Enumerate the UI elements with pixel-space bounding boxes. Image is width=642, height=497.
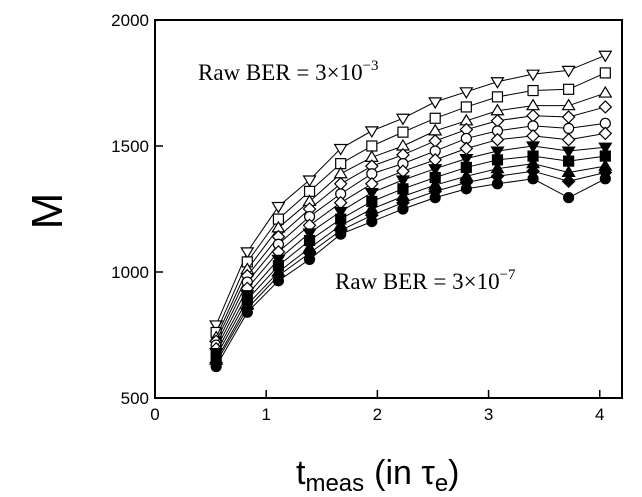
data-point [364,176,379,191]
y-axis-label: M [23,193,72,230]
x-axis-label-main: t [296,454,306,492]
x-axis-label-rest-sub: e [435,470,448,497]
data-point [526,129,540,143]
data-point [526,108,540,123]
data-point [525,141,541,154]
data-point [335,228,347,240]
series-3 [209,85,613,343]
data-point [525,98,541,111]
data-point [563,83,575,95]
x-tick-label: 1 [261,405,270,424]
data-point [364,126,379,139]
data-point [397,126,409,138]
data-point [525,69,541,82]
data-point [333,176,348,191]
data-point [428,97,443,110]
data-point [272,275,285,287]
axis-ticks [154,19,601,399]
y-tick-label: 1000 [111,263,149,282]
annotation-low-ber: Raw BER = 3×10−7 [335,267,516,294]
data-point [490,113,505,128]
x-axis-label-sub: meas [305,470,364,497]
data-point [429,192,441,204]
data-point [598,126,613,141]
data-point [561,110,576,124]
data-point [333,143,348,156]
x-axis-label-rest: (in τ [374,454,435,492]
tick-labels: 0 1 2 3 4 500 1000 1500 2000 [111,11,604,424]
data-point [459,141,474,156]
y-tick-label: 500 [121,389,149,408]
data-point [599,173,611,185]
data-point [598,142,613,155]
data-point [561,65,576,78]
data-point [366,216,378,228]
data-point [563,122,575,134]
data-point [333,206,348,219]
data-point [429,112,441,124]
x-tick-label: 2 [373,405,382,424]
data-point [490,146,505,159]
series-10 [209,164,613,370]
series-layer [209,50,613,373]
data-point [490,132,505,147]
x-axis-label: tmeas (in τe) [296,454,460,497]
x-tick-label: 3 [484,405,493,424]
data-point [561,98,576,111]
data-point [459,154,474,166]
data-point [598,85,613,98]
data-point [459,87,474,99]
series-5 [210,117,611,351]
data-point [598,50,613,63]
series-6 [209,126,613,356]
data-point [271,201,286,214]
data-point [527,173,539,185]
data-point [561,146,576,159]
data-point [240,247,255,260]
data-point [302,175,317,188]
series-1 [209,50,613,333]
y-tick-label: 1500 [111,137,149,156]
data-point [428,164,443,176]
data-point [491,91,504,103]
data-point [490,77,505,89]
data-point [303,253,316,265]
data-point [210,360,222,373]
series-8 [210,150,611,363]
data-point [460,101,472,113]
data-point [460,183,472,195]
data-point [491,178,504,190]
series-2 [210,67,611,339]
data-point [527,84,539,97]
plot-frame [154,19,623,399]
x-axis-label-close: ) [448,454,459,492]
data-point [428,153,443,167]
annotation-high-ber: Raw BER = 3×10−3 [198,58,379,85]
data-point [395,175,411,188]
data-point [561,174,576,189]
series-11 [210,173,611,373]
data-point [397,203,409,215]
series-7 [209,141,613,360]
data-point [563,192,575,204]
x-tick-label: 0 [150,405,159,424]
data-point [241,306,253,318]
data-point [599,67,611,79]
data-point [561,132,576,147]
data-point [302,228,317,241]
data-point [598,100,613,114]
data-point [428,134,443,148]
data-point [395,113,411,126]
data-point [563,155,575,167]
series-4 [209,100,613,349]
y-tick-label: 2000 [111,11,149,30]
data-point [333,195,348,210]
x-tick-label: 4 [595,405,604,424]
data-point [366,140,378,152]
data-point [364,188,379,200]
